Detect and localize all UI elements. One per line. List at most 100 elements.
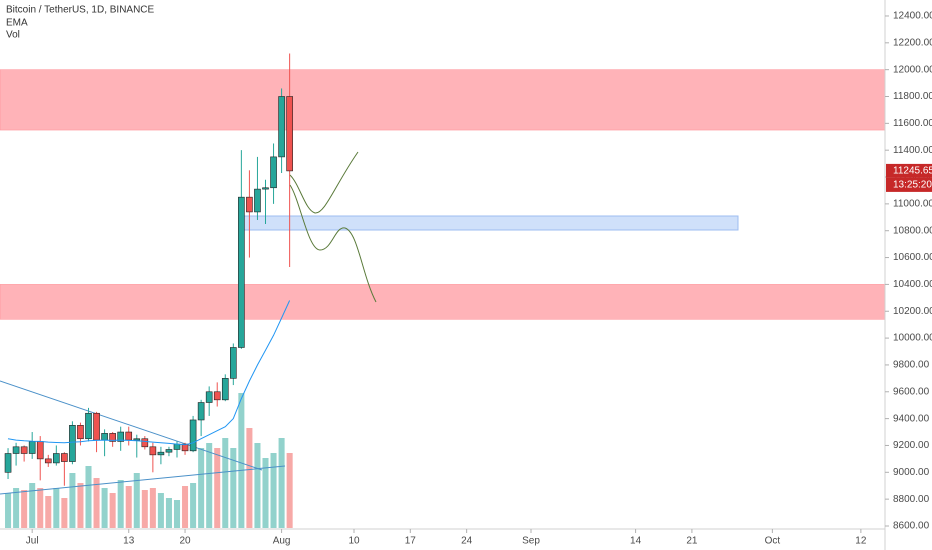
x-tick-label: 12 xyxy=(855,536,867,547)
volume-bar xyxy=(182,486,189,528)
countdown-label: 13:25:20 xyxy=(893,180,932,191)
candle-body xyxy=(12,446,20,454)
candle-body xyxy=(221,378,229,401)
x-tick-label: 17 xyxy=(405,536,417,547)
ema-line xyxy=(7,300,291,446)
candle-body xyxy=(61,453,68,462)
candle-body xyxy=(213,391,221,401)
y-tick-label: 12400.00 xyxy=(893,11,932,22)
volume-bar xyxy=(77,483,84,528)
volume-layer xyxy=(5,393,293,528)
x-tick-label: 14 xyxy=(630,536,642,547)
x-tick-label: Jul xyxy=(26,536,39,547)
candle-body xyxy=(20,446,28,454)
volume-bar xyxy=(109,493,116,528)
y-tick-label: 9800.00 xyxy=(893,360,930,371)
candle-body xyxy=(77,425,84,440)
volume-bar xyxy=(5,493,12,528)
candle-body xyxy=(246,196,253,213)
volume-bar xyxy=(133,473,140,528)
y-tick-label: 8600.00 xyxy=(893,521,930,532)
candle-body xyxy=(125,431,133,441)
candles xyxy=(4,53,293,486)
y-tick-label: 10800.00 xyxy=(893,225,932,236)
volume-bar xyxy=(262,458,269,528)
candle-body xyxy=(270,156,277,189)
candle-body xyxy=(173,443,181,450)
volume-bar xyxy=(13,488,20,528)
x-tick-label: 21 xyxy=(686,536,698,547)
candle-body xyxy=(117,431,124,442)
volume-bar xyxy=(173,500,181,528)
trend-line xyxy=(0,465,286,495)
y-tick-label: 9600.00 xyxy=(893,386,930,397)
volume-bar xyxy=(206,443,213,528)
candle-body xyxy=(197,402,205,421)
candle-body xyxy=(165,449,173,453)
zones xyxy=(0,69,886,320)
y-tick-label: 10000.00 xyxy=(893,333,932,344)
chart-title: Bitcoin / TetherUS, 1D, BINANCE xyxy=(6,5,155,16)
countdown-box xyxy=(886,177,932,192)
candle-body xyxy=(278,96,285,158)
volume-bar xyxy=(222,438,229,528)
x-tick-label: Sep xyxy=(522,536,540,547)
volume-bar xyxy=(125,486,132,528)
volume-bar xyxy=(149,488,156,528)
projection-path xyxy=(289,151,359,214)
candle-body xyxy=(157,451,165,456)
price-zone xyxy=(0,69,886,131)
indicator-label: EMA xyxy=(6,18,28,29)
volume-bar xyxy=(246,428,253,528)
volume-bar xyxy=(198,448,205,528)
volume-bar xyxy=(29,483,36,528)
volume-bar xyxy=(69,473,76,528)
volume-bar xyxy=(101,488,108,528)
volume-bar xyxy=(117,480,124,528)
price-zone xyxy=(0,284,886,320)
volume-bar xyxy=(286,453,293,528)
volume-bar xyxy=(85,466,92,528)
y-tick-label: 12200.00 xyxy=(893,37,932,48)
y-tick-label: 8800.00 xyxy=(893,494,930,505)
candle-body xyxy=(53,453,60,464)
volume-bar xyxy=(238,393,245,528)
trend-line xyxy=(0,380,263,471)
x-tick-label: 24 xyxy=(461,536,473,547)
volume-bar xyxy=(254,443,261,528)
volume-bar xyxy=(278,438,285,528)
volume-bar xyxy=(230,448,237,528)
candle-body xyxy=(28,441,36,454)
projection-path xyxy=(289,184,377,303)
y-tick-label: 10400.00 xyxy=(893,279,932,290)
volume-bar xyxy=(141,490,148,528)
candle-body xyxy=(36,441,44,460)
volume-bar xyxy=(37,488,44,528)
y-tick-label: 10600.00 xyxy=(893,252,932,263)
volume-bar xyxy=(270,453,277,528)
volume-bar xyxy=(53,488,60,528)
volume-bar xyxy=(214,448,221,528)
candle-body xyxy=(189,419,197,452)
x-tick-label: 13 xyxy=(123,536,135,547)
y-tick-label: 9400.00 xyxy=(893,413,930,424)
candle-body xyxy=(141,438,149,448)
volume-bar xyxy=(93,478,100,528)
candle-body xyxy=(205,391,213,403)
y-tick-label: 9000.00 xyxy=(893,467,930,478)
candle-body xyxy=(133,438,141,441)
candle-body xyxy=(101,433,108,441)
volume-bar xyxy=(190,483,197,528)
candle-body xyxy=(238,196,245,348)
candle-body xyxy=(230,347,237,379)
y-tick-label: 12000.00 xyxy=(893,64,932,75)
y-tick-label: 9200.00 xyxy=(893,440,930,451)
volume-bar xyxy=(165,498,172,528)
last-price-box xyxy=(886,163,932,178)
y-tick-label: 10200.00 xyxy=(893,306,932,317)
volume-bar xyxy=(157,493,164,528)
x-tick-label: Aug xyxy=(273,536,291,547)
candle-body xyxy=(4,453,12,473)
